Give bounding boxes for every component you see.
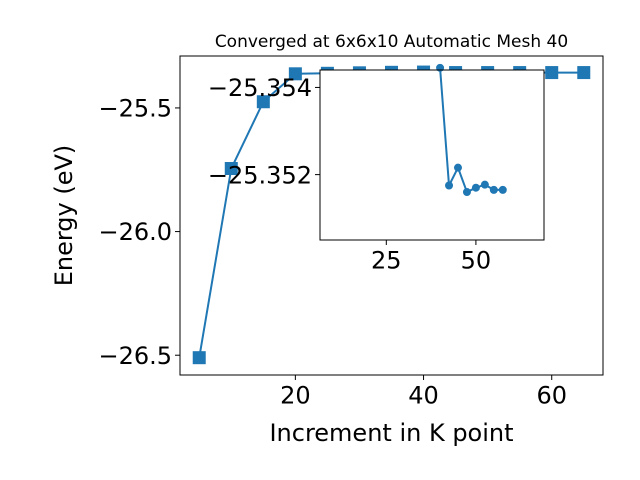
main-x-tick-label: 60 xyxy=(536,381,567,409)
main-data-point xyxy=(545,66,559,80)
inset-axes-frame xyxy=(319,69,545,241)
inset-data-point xyxy=(462,188,471,197)
inset-data-point xyxy=(436,63,445,72)
inset-data-point xyxy=(471,183,480,192)
inset-data-point xyxy=(489,185,498,194)
chart-title: Converged at 6x6x10 Automatic Mesh 40 xyxy=(215,32,568,52)
inset-data-point xyxy=(480,180,489,189)
inset-data-point xyxy=(445,181,454,190)
main-data-point xyxy=(224,162,238,176)
main-x-tick-label: 40 xyxy=(408,381,439,409)
main-y-tick-label: −25.5 xyxy=(98,95,172,123)
main-data-point xyxy=(288,67,302,81)
inset-x-tick-label: 50 xyxy=(461,246,492,274)
inset-plot-area xyxy=(320,70,544,240)
main-y-tick-label: −26.0 xyxy=(98,218,172,246)
main-x-tick-label: 20 xyxy=(280,381,311,409)
main-data-point xyxy=(577,66,591,80)
inset-y-tick-label: −25.354 xyxy=(208,74,312,102)
inset-y-tick-label: −25.352 xyxy=(208,161,312,189)
main-axes-frame xyxy=(179,55,604,376)
x-axis-label: Increment in K point xyxy=(269,419,513,447)
y-axis-label: Energy (eV) xyxy=(50,145,78,287)
main-data-point xyxy=(192,351,206,365)
main-y-tick-label: −26.5 xyxy=(98,342,172,370)
inset-data-point xyxy=(498,185,507,194)
inset-x-tick-label: 25 xyxy=(371,246,402,274)
main-data-point xyxy=(256,95,270,109)
inset-data-point xyxy=(453,163,462,172)
